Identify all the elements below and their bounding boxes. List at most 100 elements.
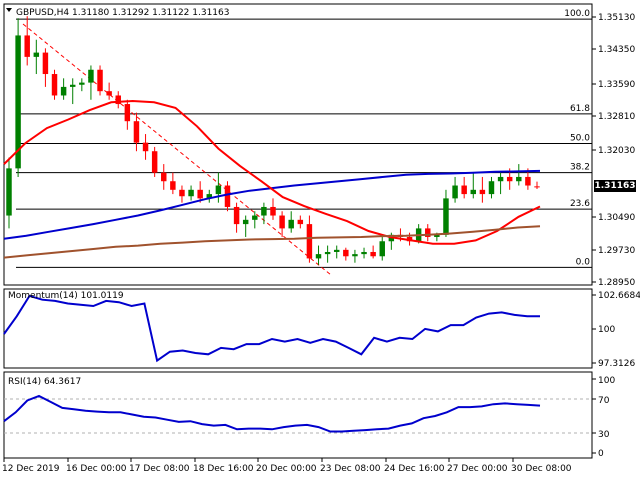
candle-body [452, 185, 458, 199]
candle-body [352, 254, 358, 257]
candle-body [306, 224, 313, 259]
momentum-axis-label: 100 [598, 325, 615, 335]
moving-average-line [3, 99, 541, 245]
candle-body [470, 189, 477, 195]
rsi-panel[interactable]: RSI(14) 64.3617 100 70 30 0 [3, 371, 615, 459]
time-tick: 17 Dec 08:00 [129, 464, 190, 474]
candle-body [188, 189, 194, 197]
candle-body [516, 176, 522, 182]
fib-level-label: 50.0 [570, 133, 590, 143]
main-price-panel[interactable]: 100.0 61.8 50.0 38.2 23.6 0.0 GBPUSD,H4 1.311… [3, 3, 593, 286]
momentum-axis-label: 102.6684 [598, 291, 640, 301]
time-tick: 30 Dec 08:00 [511, 464, 572, 474]
rsi-title: RSI(14) 64.3617 [8, 377, 81, 387]
fib-level-label: 38.2 [570, 163, 590, 173]
time-axis: 12 Dec 2019 16 Dec 00:00 17 Dec 08:00 18… [2, 458, 572, 474]
rsi-axis-label: 30 [598, 430, 610, 440]
price-tick: 1.29730 [598, 246, 635, 256]
candle-body [79, 82, 85, 85]
candle-body [15, 35, 21, 169]
candle-body [288, 219, 294, 229]
time-tick: 23 Dec 08:00 [320, 464, 381, 474]
candle-body [443, 198, 449, 235]
candle-body [60, 86, 67, 96]
current-price-badge: 1.31163 [594, 180, 636, 192]
fib-level-label: 23.6 [570, 199, 590, 209]
candle-body [179, 189, 185, 197]
price-tick: 1.32030 [598, 146, 635, 156]
candle-body [69, 84, 76, 87]
candle-body [42, 52, 49, 75]
candle-body [270, 206, 276, 216]
rsi-axis-label: 70 [598, 396, 610, 406]
candle-body [324, 251, 331, 255]
time-tick: 20 Dec 00:00 [256, 464, 317, 474]
fib-level-label: 100.0 [564, 9, 590, 19]
price-tick: 1.35130 [598, 13, 635, 23]
candle-body [434, 234, 440, 237]
main-panel-title: GBPUSD,H4 1.31180 1.31292 1.31122 1.3116… [16, 8, 229, 18]
momentum-line [3, 294, 540, 363]
moving-average-lines [3, 99, 541, 259]
candle-body [425, 228, 431, 237]
candle-body [242, 219, 249, 225]
price-tick: 1.33590 [598, 80, 635, 90]
candle-body [261, 206, 267, 216]
candle-body [343, 249, 349, 257]
candle-body [97, 69, 103, 92]
time-tick: 18 Dec 16:00 [193, 464, 254, 474]
momentum-title: Momentum(14) 101.0119 [8, 291, 124, 301]
candle-body [215, 185, 222, 195]
candle-body [170, 181, 176, 190]
candle-body [279, 215, 285, 229]
candle-body [461, 185, 467, 195]
candle-body [142, 142, 149, 152]
candle-body [333, 249, 340, 252]
price-tick: 1.32810 [598, 112, 635, 122]
candle-body [233, 206, 240, 225]
fibonacci-levels: 100.0 61.8 50.0 38.2 23.6 0.0 [16, 9, 592, 268]
candle-body [297, 219, 304, 225]
candle-body [224, 185, 231, 207]
price-tick: 1.34350 [598, 45, 635, 55]
candle-body [6, 168, 12, 216]
candle-body [370, 251, 376, 257]
main-panel-frame [3, 3, 593, 286]
price-axis: 1.35130 1.34350 1.33590 1.32810 1.32030 … [592, 13, 635, 288]
candle-body [161, 172, 167, 182]
fib-level-label: 0.0 [576, 257, 591, 267]
candle-body [33, 52, 40, 57]
fib-level-label: 61.8 [570, 104, 590, 114]
candlestick-series [6, 16, 540, 265]
candle-body [115, 95, 121, 105]
candle-body [361, 251, 367, 255]
candle-body [124, 104, 131, 122]
momentum-axis-label: 97.3126 [598, 359, 635, 369]
rsi-line [3, 394, 541, 433]
candle-body [479, 189, 486, 195]
collapse-triangle-icon[interactable] [6, 8, 12, 12]
price-tick: 1.28950 [598, 278, 635, 288]
candle-body [525, 176, 531, 186]
time-tick: 24 Dec 16:00 [384, 464, 445, 474]
rsi-axis-label: 100 [598, 376, 615, 386]
candle-body [24, 35, 30, 57]
candle-body [252, 215, 258, 220]
rsi-axis-label: 0 [598, 449, 604, 459]
time-tick: 27 Dec 00:00 [447, 464, 508, 474]
candle-body [197, 189, 203, 199]
momentum-panel[interactable]: Momentum(14) 101.0119 102.6684 100 97.31… [3, 288, 640, 369]
time-tick: 12 Dec 2019 [2, 464, 60, 474]
candle-body [88, 69, 94, 83]
candle-body [206, 194, 213, 199]
moving-average-line [3, 225, 541, 259]
candle-body [133, 121, 140, 143]
candle-body [315, 254, 322, 259]
rsi-panel-frame [3, 371, 593, 459]
price-tick: 1.30490 [598, 213, 635, 223]
candle-body [106, 91, 112, 96]
candle-body [488, 181, 495, 195]
fibonacci-trendline [22, 23, 332, 276]
candle-body [497, 176, 504, 182]
